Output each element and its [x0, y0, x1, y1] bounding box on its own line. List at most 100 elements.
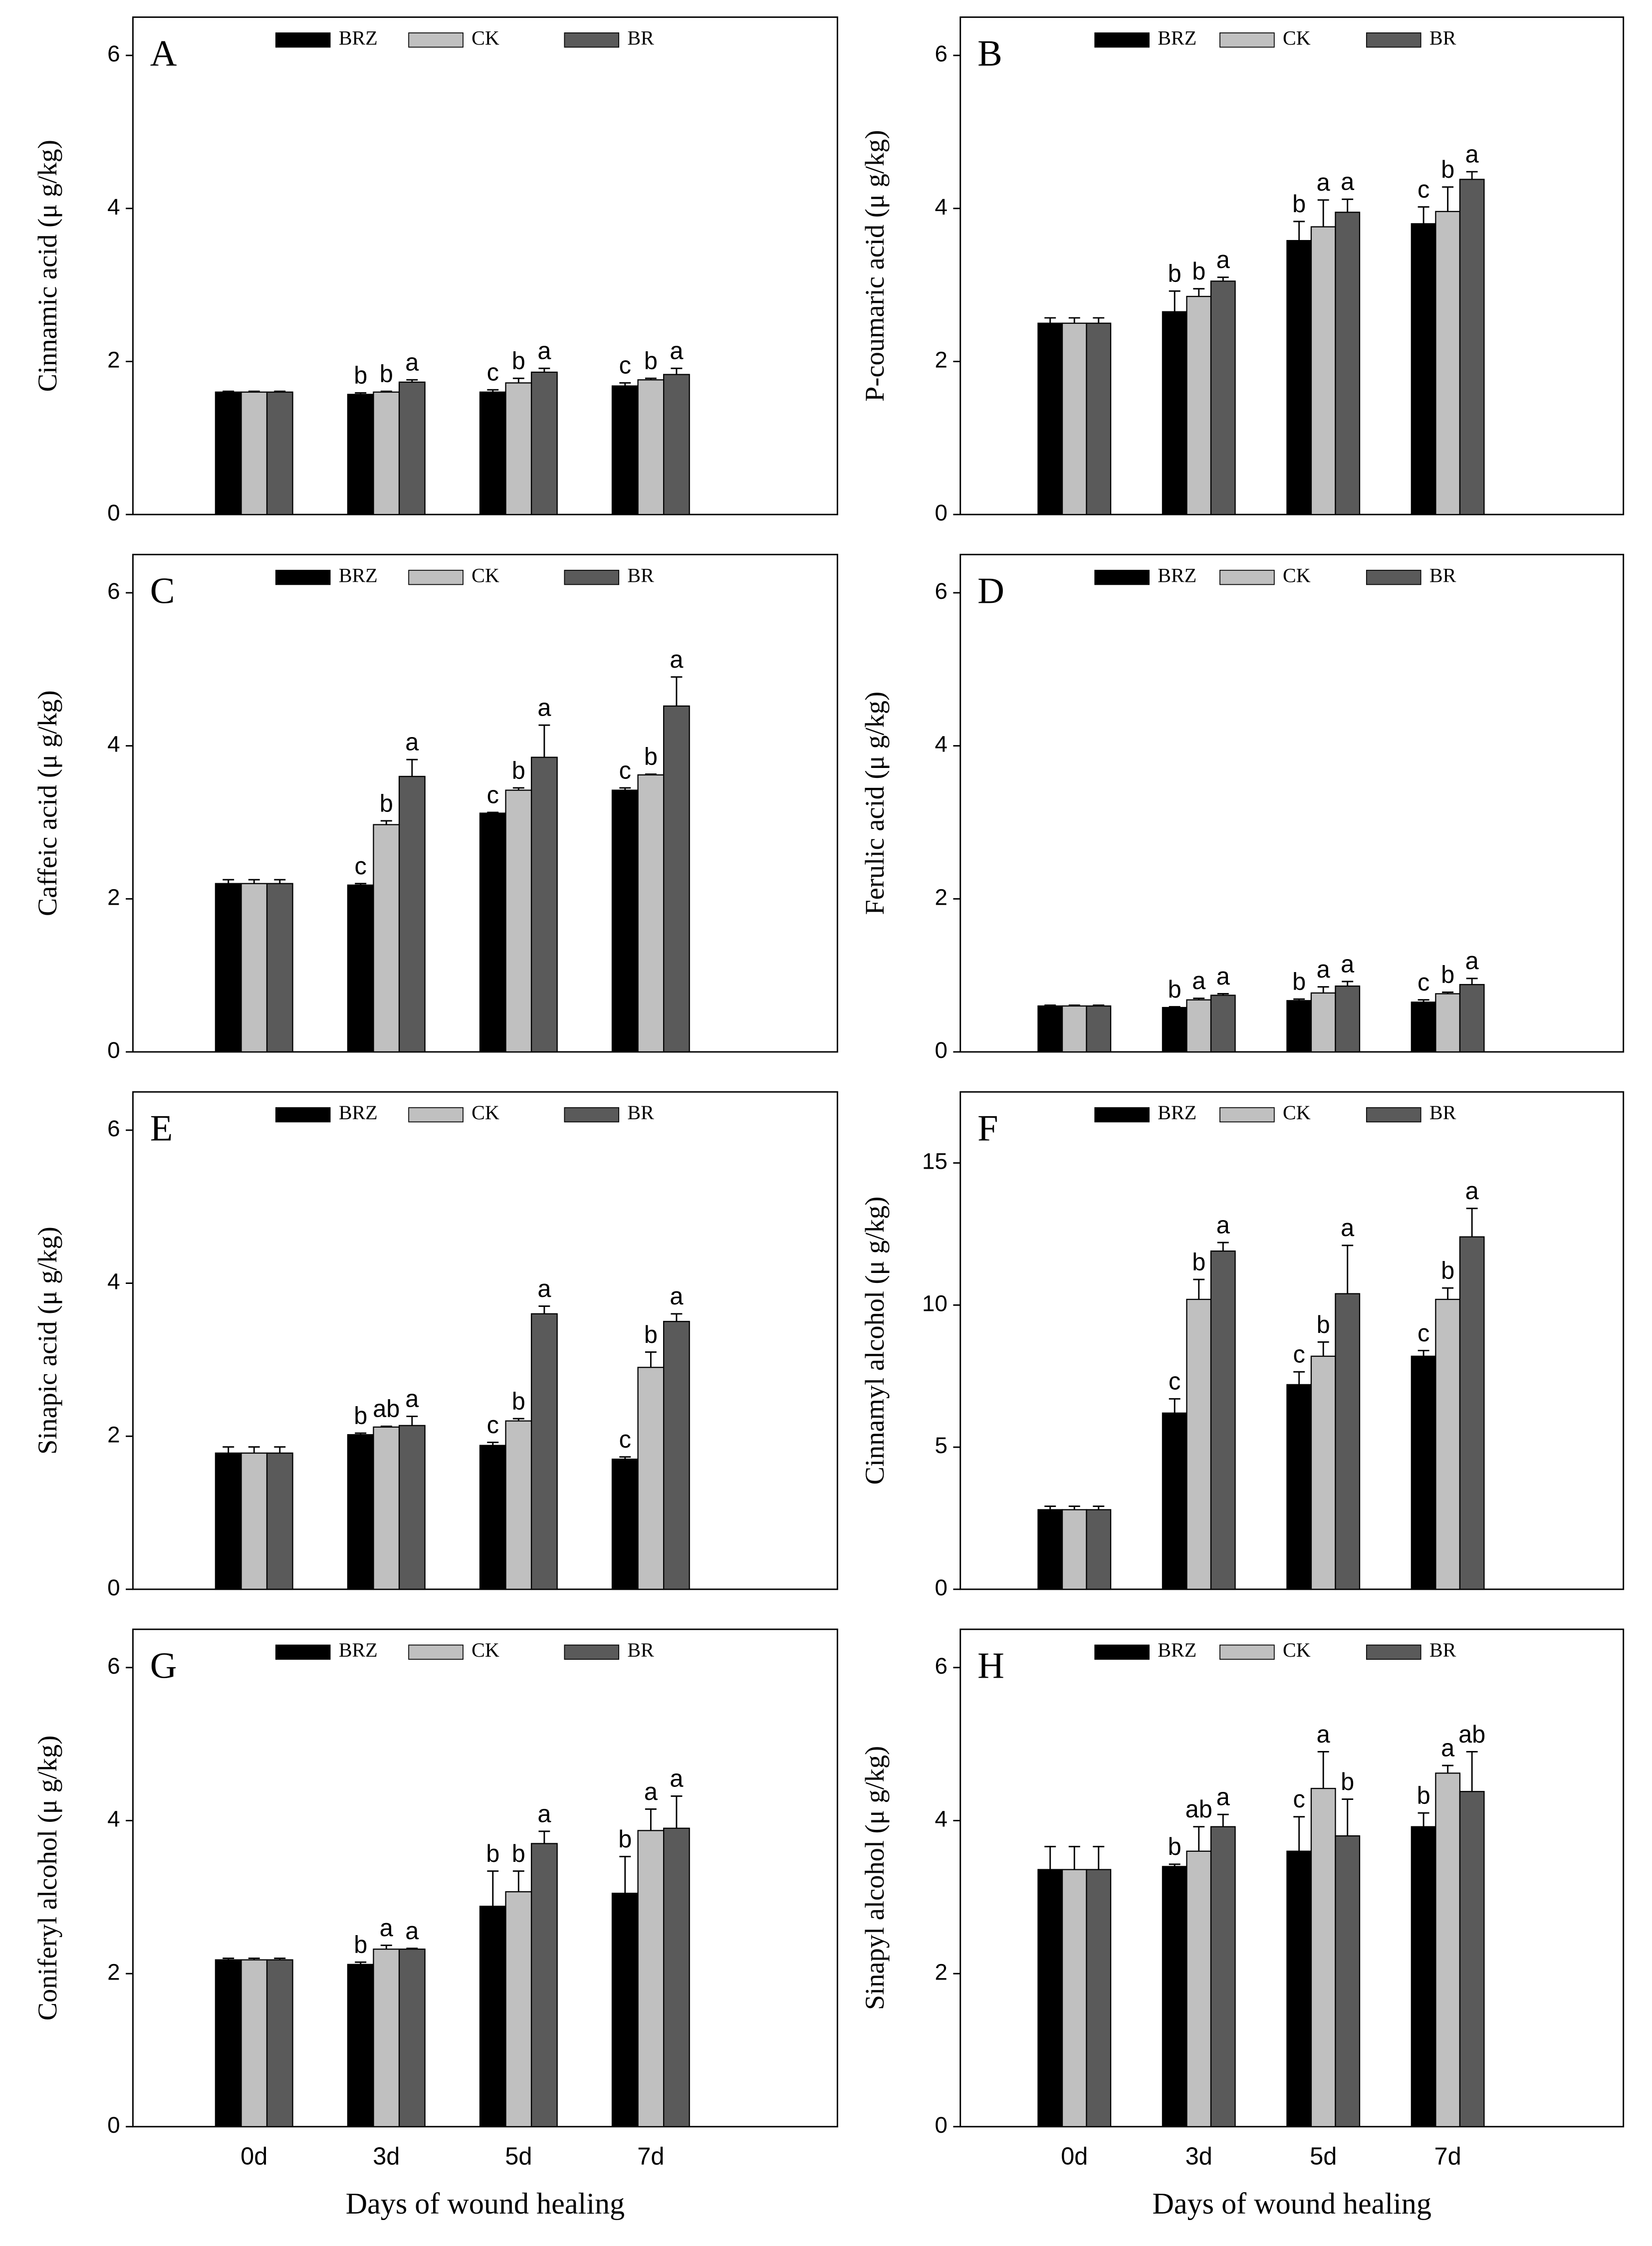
- bar: [1459, 1791, 1485, 2127]
- error-bar: [1169, 1006, 1180, 1008]
- bar: [1162, 311, 1187, 515]
- bar: [1037, 1005, 1063, 1053]
- bar: [1210, 995, 1236, 1053]
- significance-label: a: [644, 1778, 658, 1805]
- bar: [1086, 1509, 1112, 1590]
- error-bar: [1466, 1208, 1478, 1237]
- significance-label: a: [1341, 951, 1355, 978]
- error-bar: [1466, 171, 1478, 180]
- bar: [1335, 212, 1361, 515]
- error-bar: [538, 367, 550, 372]
- y-tick-label: 6: [107, 1653, 120, 1679]
- bar: [1186, 999, 1212, 1053]
- bar: [1210, 1250, 1236, 1590]
- error-bar: [487, 1870, 499, 1907]
- significance-label: c: [1169, 1368, 1180, 1395]
- significance-label: a: [1216, 1784, 1230, 1811]
- error-bar: [1068, 1846, 1080, 1870]
- bar: [240, 1452, 268, 1590]
- error-bar: [1044, 317, 1056, 323]
- error-bar: [1317, 199, 1329, 227]
- significance-label: b: [1168, 1833, 1181, 1860]
- bar: [1037, 322, 1063, 515]
- y-tick-label: 0: [935, 500, 947, 525]
- error-bar: [223, 1446, 235, 1453]
- y-tick-label: 15: [922, 1149, 947, 1174]
- error-bar: [380, 1944, 392, 1950]
- bar: [1210, 1826, 1236, 2127]
- legend-swatch: [275, 1644, 331, 1660]
- error-bar: [406, 758, 418, 776]
- legend-swatch: [275, 569, 331, 585]
- significance-label: b: [354, 1402, 367, 1429]
- y-tick-label: 6: [935, 578, 947, 604]
- significance-label: a: [1317, 956, 1331, 983]
- bar: [373, 391, 400, 515]
- significance-label: ab: [1458, 1721, 1485, 1748]
- bar: [240, 883, 268, 1053]
- y-axis-label: Ferulic acid (μ g/kg): [860, 692, 890, 915]
- x-axis-label: Days of wound healing: [346, 2187, 625, 2221]
- error-bar: [1044, 1505, 1056, 1510]
- error-bar: [1068, 1505, 1080, 1510]
- legend-label: BR: [627, 564, 654, 586]
- bar: [663, 1321, 690, 1590]
- y-tick-label: 0: [107, 1575, 120, 1600]
- bar: [505, 789, 532, 1053]
- error-bar: [645, 773, 657, 775]
- error-bar: [1068, 317, 1080, 323]
- significance-label: a: [1341, 169, 1355, 196]
- error-bar: [619, 1456, 631, 1460]
- error-bar: [1417, 206, 1429, 224]
- bar: [479, 1906, 506, 2127]
- significance-label: c: [1417, 1320, 1429, 1347]
- legend-label: BR: [627, 26, 654, 49]
- error-bar: [1093, 317, 1105, 323]
- x-tick-label: 3d: [1185, 2143, 1212, 2170]
- legend-label: CK: [472, 1101, 499, 1124]
- legend-label: BRZ: [1158, 1101, 1196, 1124]
- significance-label: ab: [373, 1396, 400, 1423]
- bar: [1162, 1006, 1187, 1053]
- bar: [215, 391, 242, 515]
- significance-label: a: [1317, 1721, 1331, 1748]
- bar: [479, 391, 506, 515]
- significance-label: b: [1192, 1248, 1205, 1275]
- significance-label: b: [1168, 260, 1181, 287]
- bar: [1061, 322, 1087, 515]
- y-axis-label: Cinnamyl alcohol (μ g/kg): [860, 1197, 890, 1485]
- error-bar: [1317, 1341, 1329, 1356]
- error-bar: [512, 787, 524, 790]
- significance-label: b: [1441, 156, 1454, 183]
- significance-label: b: [1441, 1257, 1454, 1284]
- legend-label: CK: [1283, 1639, 1311, 1661]
- bar: [373, 1948, 400, 2127]
- legend-label: BR: [627, 1639, 654, 1661]
- bar: [637, 774, 665, 1053]
- significance-label: b: [380, 361, 393, 388]
- bar: [347, 884, 374, 1053]
- y-tick-label: 0: [935, 1037, 947, 1063]
- significance-label: a: [1465, 1178, 1479, 1205]
- legend-label: BR: [1429, 26, 1456, 49]
- error-bar: [406, 379, 418, 382]
- significance-label: c: [1293, 1786, 1305, 1813]
- error-bar: [274, 879, 286, 884]
- significance-label: b: [486, 1840, 499, 1867]
- error-bar: [487, 389, 499, 392]
- bar: [347, 1434, 374, 1590]
- bar: [1286, 1384, 1312, 1590]
- error-bar: [248, 1958, 260, 1960]
- panel-label: E: [150, 1108, 173, 1149]
- error-bar: [645, 1808, 657, 1831]
- error-bar: [380, 390, 392, 392]
- bar: [1037, 1509, 1063, 1590]
- legend-label: CK: [472, 1639, 499, 1661]
- error-bar: [1193, 1826, 1205, 1851]
- bar: [347, 394, 374, 515]
- legend-label: CK: [1283, 26, 1311, 49]
- significance-label: b: [512, 347, 525, 374]
- bar: [1411, 1355, 1436, 1590]
- legend-swatch: [1366, 1644, 1421, 1660]
- significance-label: a: [670, 338, 684, 365]
